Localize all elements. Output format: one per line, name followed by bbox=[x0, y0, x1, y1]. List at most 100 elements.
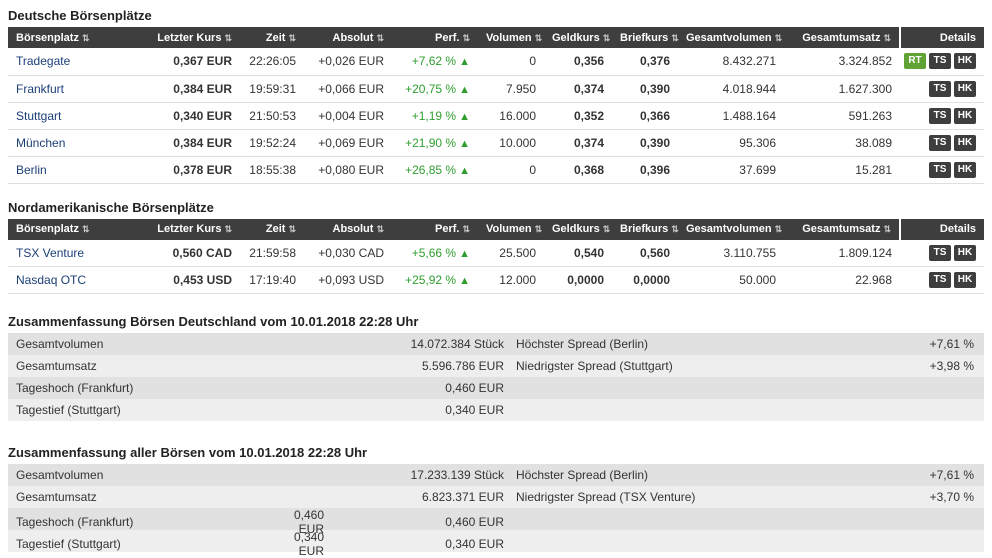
exchange-link[interactable]: Tradegate bbox=[16, 54, 71, 69]
quote-time: 21:59:58 bbox=[240, 239, 304, 267]
hk-badge[interactable]: HK bbox=[954, 244, 976, 261]
details-cell: TS HK bbox=[900, 75, 984, 103]
column-header-absolut[interactable]: Absolut ⇅ bbox=[304, 27, 392, 48]
hk-badge[interactable]: HK bbox=[954, 134, 976, 151]
sort-icon[interactable]: ⇅ bbox=[534, 32, 543, 43]
column-header-zeit[interactable]: Zeit ⇅ bbox=[240, 27, 304, 48]
summary-value: 0,460 EUR bbox=[445, 515, 504, 529]
column-header-letzter-kurs[interactable]: Letzter Kurs ⇅ bbox=[148, 218, 240, 240]
hk-badge[interactable]: HK bbox=[954, 53, 976, 70]
sort-icon[interactable]: ⇅ bbox=[534, 224, 543, 234]
hk-badge[interactable]: HK bbox=[954, 272, 976, 288]
performance-value: +1,19 % bbox=[411, 108, 457, 123]
ts-badge[interactable]: TS bbox=[929, 53, 951, 70]
ts-badge[interactable]: TS bbox=[929, 107, 951, 124]
column-header-gesamtumsatz[interactable]: Gesamtumsatz ⇅ bbox=[784, 218, 900, 240]
column-header-boersenplatz[interactable]: Börsenplatz ⇅ bbox=[8, 218, 148, 240]
sort-icon[interactable]: ⇅ bbox=[462, 32, 470, 43]
sort-icon[interactable]: ⇅ bbox=[81, 224, 90, 234]
ts-badge[interactable]: TS bbox=[929, 161, 951, 178]
ts-badge[interactable]: TS bbox=[929, 244, 951, 261]
hk-badge[interactable]: HK bbox=[954, 80, 976, 97]
exchange-link[interactable]: Stuttgart bbox=[16, 108, 62, 123]
sort-icon[interactable]: ⇅ bbox=[462, 224, 470, 234]
column-header-letzter-kurs[interactable]: Letzter Kurs ⇅ bbox=[148, 27, 240, 48]
table-row-berlin: Berlin 0,378 EUR 18:55:38 +0,080 EUR +26… bbox=[8, 156, 984, 184]
sort-icon[interactable]: ⇅ bbox=[602, 224, 611, 234]
sort-icon[interactable]: ⇅ bbox=[671, 224, 679, 234]
column-header-zeit[interactable]: Zeit ⇅ bbox=[240, 218, 304, 240]
summary-row: Gesamtvolumen 14.072.384 Stück Höchster … bbox=[8, 333, 984, 355]
column-header-briefkurs[interactable]: Briefkurs ⇅ bbox=[612, 218, 679, 240]
ts-badge[interactable]: TS bbox=[929, 80, 951, 97]
column-header-absolut[interactable]: Absolut ⇅ bbox=[304, 218, 392, 240]
arrow-up-icon: ▲ bbox=[459, 137, 470, 150]
table-row-tradegate: Tradegate 0,367 EUR 22:26:05 +0,026 EUR … bbox=[8, 48, 984, 76]
column-header-volumen[interactable]: Volumen ⇅ bbox=[478, 218, 544, 240]
bid-price: 0,540 bbox=[544, 239, 612, 267]
sort-icon[interactable]: ⇅ bbox=[376, 224, 384, 234]
sort-icon[interactable]: ⇅ bbox=[883, 32, 891, 43]
performance-cell: +20,75 % ▲ bbox=[392, 75, 478, 103]
column-header-briefkurs[interactable]: Briefkurs ⇅ bbox=[612, 27, 679, 48]
column-header-boersenplatz[interactable]: Börsenplatz ⇅ bbox=[8, 27, 148, 48]
sort-icon[interactable]: ⇅ bbox=[224, 224, 232, 234]
hk-badge[interactable]: HK bbox=[954, 107, 976, 124]
quote-time: 22:26:05 bbox=[240, 48, 304, 76]
sort-icon[interactable]: ⇅ bbox=[81, 32, 90, 43]
exchange-link[interactable]: TSX Venture bbox=[16, 245, 85, 260]
summary-all-title: Zusammenfassung aller Börsen vom 10.01.2… bbox=[8, 445, 368, 460]
hk-badge[interactable]: HK bbox=[954, 161, 976, 178]
details-cell: RT TS HK bbox=[900, 48, 984, 76]
sort-icon[interactable]: ⇅ bbox=[883, 224, 891, 234]
performance-value: +20,75 % bbox=[405, 81, 457, 96]
realtime-badge[interactable]: RT bbox=[904, 53, 926, 70]
summary-mid-value: 0,460 EUR bbox=[293, 508, 324, 536]
summary-mid-value: 0,340 EUR bbox=[293, 530, 324, 558]
ask-price: 0,396 bbox=[612, 156, 678, 184]
summary-value-right: +7,61 % bbox=[929, 468, 974, 482]
sort-icon[interactable]: ⇅ bbox=[224, 32, 232, 43]
volume: 0 bbox=[478, 156, 544, 184]
sort-icon[interactable]: ⇅ bbox=[376, 32, 384, 43]
column-header-geldkurs[interactable]: Geldkurs ⇅ bbox=[544, 27, 612, 48]
exchange-link[interactable]: Frankfurt bbox=[16, 81, 65, 96]
column-header-volumen[interactable]: Volumen ⇅ bbox=[478, 27, 544, 48]
summary-row: Gesamtvolumen 17.233.139 Stück Höchster … bbox=[8, 464, 984, 486]
exchange-link[interactable]: Nasdaq OTC bbox=[16, 273, 87, 287]
last-price: 0,560 CAD bbox=[148, 239, 240, 267]
last-price: 0,340 EUR bbox=[148, 102, 240, 130]
exchange-link[interactable]: Berlin bbox=[16, 162, 47, 177]
ts-badge[interactable]: TS bbox=[929, 272, 951, 288]
spacer bbox=[8, 421, 984, 445]
sort-icon[interactable]: ⇅ bbox=[602, 32, 611, 43]
bid-price: 0,352 bbox=[544, 102, 612, 130]
exchange-link[interactable]: München bbox=[16, 135, 66, 150]
column-header-geldkurs[interactable]: Geldkurs ⇅ bbox=[544, 218, 612, 240]
details-cell: TS HK bbox=[900, 239, 984, 267]
summary-row: Gesamtumsatz 6.823.371 EUR Niedrigster S… bbox=[8, 486, 984, 508]
arrow-up-icon: ▲ bbox=[459, 83, 470, 96]
ts-badge[interactable]: TS bbox=[929, 134, 951, 151]
column-header-perf[interactable]: Perf. ⇅ bbox=[392, 218, 478, 240]
column-header-gesamtvolumen[interactable]: Gesamtvolumen ⇅ bbox=[678, 218, 784, 240]
column-header-perf[interactable]: Perf. ⇅ bbox=[392, 27, 478, 48]
sort-icon[interactable]: ⇅ bbox=[288, 32, 296, 43]
section-title-german-exchanges: Deutsche Börsenplätze bbox=[8, 8, 152, 23]
total-turnover: 38.089 bbox=[784, 129, 900, 157]
total-turnover: 591.263 bbox=[784, 102, 900, 130]
performance-cell: +7,62 % ▲ bbox=[392, 48, 478, 76]
sort-icon[interactable]: ⇅ bbox=[774, 224, 783, 234]
sort-icon[interactable]: ⇅ bbox=[288, 224, 296, 234]
total-turnover: 15.281 bbox=[784, 156, 900, 184]
sort-icon[interactable]: ⇅ bbox=[671, 32, 679, 43]
summary-value: 14.072.384 Stück bbox=[410, 337, 504, 351]
column-header-gesamtumsatz[interactable]: Gesamtumsatz ⇅ bbox=[784, 27, 900, 48]
volume: 16.000 bbox=[478, 102, 544, 130]
table-row-stuttgart: Stuttgart 0,340 EUR 21:50:53 +0,004 EUR … bbox=[8, 102, 984, 130]
volume: 0 bbox=[478, 48, 544, 76]
column-header-gesamtvolumen[interactable]: Gesamtvolumen ⇅ bbox=[678, 27, 784, 48]
sort-icon[interactable]: ⇅ bbox=[774, 32, 783, 43]
volume: 7.950 bbox=[478, 75, 544, 103]
summary-germany-title: Zusammenfassung Börsen Deutschland vom 1… bbox=[8, 314, 419, 329]
